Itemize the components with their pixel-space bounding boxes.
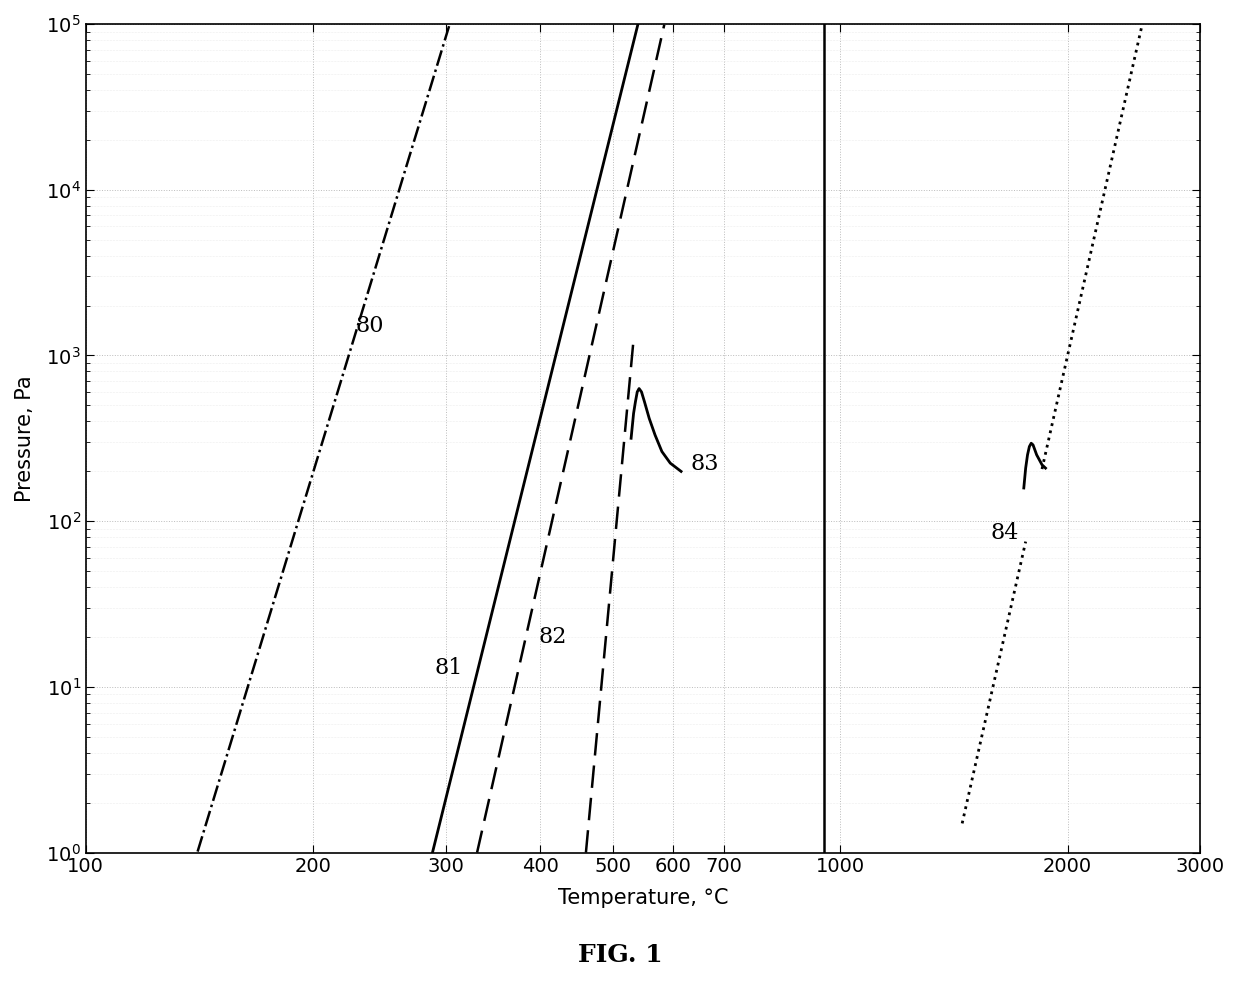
Text: 82: 82: [538, 626, 567, 648]
Text: 80: 80: [356, 315, 384, 337]
Text: 84: 84: [991, 522, 1019, 544]
Text: 83: 83: [689, 453, 718, 475]
X-axis label: Temperature, °C: Temperature, °C: [558, 888, 728, 908]
Y-axis label: Pressure, Pa: Pressure, Pa: [15, 375, 35, 502]
Text: 81: 81: [435, 657, 463, 679]
Text: FIG. 1: FIG. 1: [578, 943, 662, 967]
